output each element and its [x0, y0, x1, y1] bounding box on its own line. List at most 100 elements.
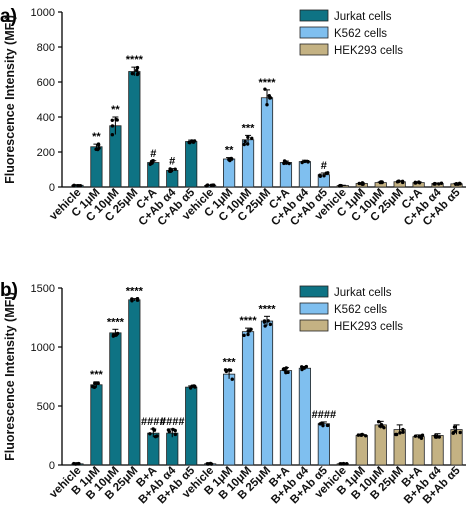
data-point: [413, 434, 418, 438]
data-point: [151, 159, 155, 163]
data-point: [356, 433, 361, 437]
bar: [450, 429, 463, 466]
data-point: [396, 179, 401, 183]
data-point: [359, 433, 364, 437]
data-point: [93, 381, 97, 385]
legend-label: HEK293 cells: [334, 45, 403, 57]
data-point: [318, 174, 323, 178]
y-tick-label: 1000: [31, 342, 55, 354]
data-point: [281, 367, 286, 371]
data-point: [434, 435, 439, 439]
significance-label: ***: [223, 356, 237, 368]
significance-label: ****: [107, 316, 125, 328]
data-point: [263, 324, 267, 328]
data-point: [209, 183, 214, 188]
data-point: [263, 87, 267, 91]
bar: [128, 71, 141, 188]
data-point: [322, 174, 326, 178]
data-point: [78, 184, 83, 188]
bar: [185, 141, 198, 188]
significance-label: ####: [160, 416, 184, 428]
y-axis-label: Fluorescence Intensity (MFI): [3, 292, 17, 461]
data-point: [242, 142, 246, 147]
data-point: [401, 430, 405, 434]
significance-label: ***: [242, 122, 256, 134]
bar: [147, 432, 160, 466]
data-point: [94, 147, 98, 152]
data-point: [111, 334, 116, 338]
data-point: [148, 162, 152, 166]
data-point: [360, 182, 364, 186]
bar: [260, 320, 274, 466]
bar: [298, 161, 311, 188]
data-point: [230, 157, 234, 161]
data-point: [302, 365, 307, 370]
data-point: [287, 161, 291, 166]
data-point: [458, 430, 462, 435]
data-point: [224, 369, 229, 374]
legend-swatch: [299, 43, 329, 56]
data-point: [115, 331, 120, 336]
data-point: [167, 429, 171, 434]
data-point: [300, 160, 304, 165]
significance-label: #: [321, 160, 327, 172]
data-point: [77, 461, 81, 466]
data-point: [130, 71, 135, 76]
legend-swatch: [299, 285, 329, 298]
data-point: [245, 142, 250, 146]
data-point: [135, 65, 140, 70]
data-point: [243, 139, 247, 144]
panel-b: b)Fluorescence Intensity (MFI) 0 500 1000 15…: [0, 280, 466, 506]
legend-label: K562 cells: [334, 304, 387, 316]
legend-swatch: [299, 9, 329, 22]
significance-label: ****: [239, 315, 257, 327]
data-point: [266, 319, 270, 323]
bar: [90, 384, 103, 466]
significance-label: ****: [126, 54, 144, 66]
legend-swatch: [299, 302, 329, 315]
data-point: [417, 180, 421, 184]
data-point: [206, 462, 210, 466]
data-point: [320, 421, 324, 425]
data-point: [167, 169, 172, 173]
significance-label: ####: [312, 409, 336, 421]
bar: [431, 435, 444, 466]
data-point: [363, 434, 368, 438]
y-tick-label: 1000: [31, 7, 55, 19]
significance-label: ####: [141, 416, 165, 428]
legend-label: Jurkat cells: [334, 287, 392, 299]
bar: [166, 432, 179, 466]
y-tick-label: 800: [37, 42, 55, 54]
data-point: [110, 124, 115, 128]
bar: [185, 386, 198, 466]
data-point: [439, 181, 444, 185]
y-tick-label: 400: [37, 112, 55, 124]
significance-label: **: [225, 145, 234, 157]
significance-label: #: [169, 156, 175, 168]
data-point: [192, 384, 196, 388]
data-point: [110, 132, 115, 137]
data-point: [268, 322, 273, 327]
data-point: [242, 333, 246, 338]
data-point: [342, 462, 346, 466]
data-point: [212, 183, 216, 187]
data-point: [419, 436, 424, 440]
data-point: [454, 181, 459, 186]
data-point: [458, 182, 462, 186]
data-point: [420, 433, 425, 437]
data-point: [171, 427, 175, 432]
y-tick-label: 0: [49, 460, 55, 472]
data-point: [357, 181, 361, 186]
y-axis-label: Fluorescence Intensity (MFI): [3, 15, 17, 184]
significance-label: ****: [258, 77, 276, 89]
legend-label: K562 cells: [334, 28, 387, 40]
data-point: [326, 171, 330, 175]
data-point: [344, 462, 349, 466]
data-point: [265, 103, 269, 107]
data-point: [204, 184, 209, 188]
data-point: [451, 431, 455, 435]
bar: [298, 367, 311, 466]
data-point: [135, 72, 140, 77]
data-point: [135, 297, 140, 301]
